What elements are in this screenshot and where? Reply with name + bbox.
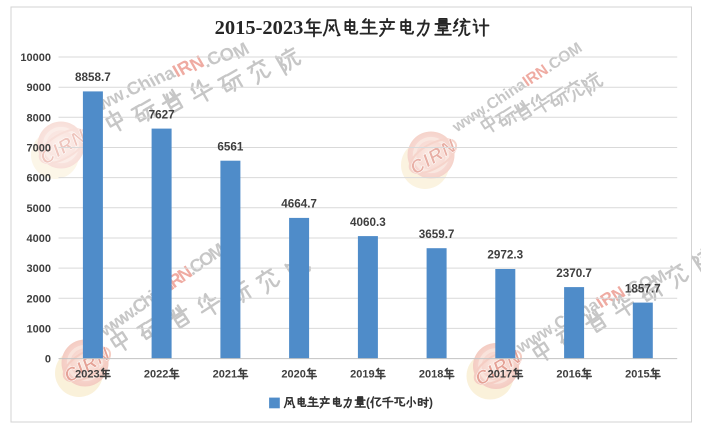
svg-text:2000: 2000 bbox=[27, 293, 51, 305]
svg-text:6561: 6561 bbox=[217, 140, 244, 153]
svg-text:7000: 7000 bbox=[27, 143, 51, 155]
svg-text:3000: 3000 bbox=[27, 263, 51, 275]
svg-text:0: 0 bbox=[45, 354, 51, 366]
svg-text:8858.7: 8858.7 bbox=[75, 71, 111, 84]
svg-text:2023: 2023 bbox=[75, 368, 99, 380]
svg-text:2016: 2016 bbox=[556, 368, 580, 380]
svg-text:6000: 6000 bbox=[27, 173, 51, 185]
svg-text:2015-2023: 2015-2023 bbox=[215, 17, 304, 39]
svg-text:1000: 1000 bbox=[27, 323, 51, 335]
svg-text:2972.3: 2972.3 bbox=[487, 249, 523, 262]
svg-text:4664.7: 4664.7 bbox=[281, 198, 317, 211]
svg-text:3659.7: 3659.7 bbox=[419, 228, 455, 241]
svg-text:2022: 2022 bbox=[144, 368, 168, 380]
svg-text:(: ( bbox=[366, 396, 370, 410]
svg-text:8000: 8000 bbox=[27, 112, 51, 124]
svg-text:4060.3: 4060.3 bbox=[350, 216, 386, 229]
svg-text:1857.7: 1857.7 bbox=[625, 282, 661, 295]
svg-text:2370.7: 2370.7 bbox=[556, 267, 592, 280]
svg-text:): ) bbox=[429, 396, 433, 410]
svg-text:2020: 2020 bbox=[281, 368, 305, 380]
svg-text:4000: 4000 bbox=[27, 233, 51, 245]
svg-text:10000: 10000 bbox=[20, 52, 51, 64]
svg-text:2019: 2019 bbox=[350, 368, 374, 380]
svg-text:2021: 2021 bbox=[213, 368, 237, 380]
svg-text:2017: 2017 bbox=[488, 368, 512, 380]
svg-text:9000: 9000 bbox=[27, 82, 51, 94]
svg-text:2018: 2018 bbox=[419, 368, 443, 380]
svg-text:7627: 7627 bbox=[149, 108, 175, 121]
svg-text:2015: 2015 bbox=[625, 368, 649, 380]
svg-text:5000: 5000 bbox=[27, 203, 51, 215]
